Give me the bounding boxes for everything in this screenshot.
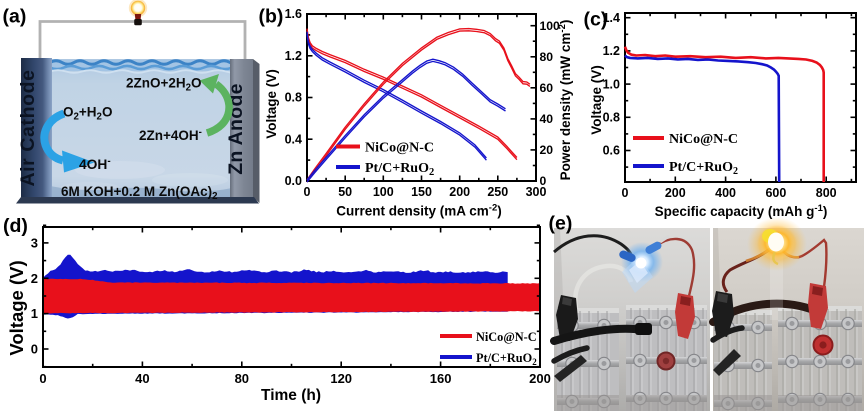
svg-text:O2+H2O: O2+H2O bbox=[63, 105, 112, 123]
svg-text:Pt/C+RuO2: Pt/C+RuO2 bbox=[476, 351, 537, 367]
svg-text:Air Cathode: Air Cathode bbox=[17, 69, 39, 186]
svg-text:2: 2 bbox=[31, 271, 38, 286]
svg-text:NiCo@N-C: NiCo@N-C bbox=[365, 141, 434, 156]
svg-text:1.2: 1.2 bbox=[285, 49, 302, 63]
svg-text:80: 80 bbox=[235, 371, 249, 386]
svg-text:1.0: 1.0 bbox=[603, 77, 620, 91]
svg-text:160: 160 bbox=[430, 371, 452, 386]
svg-text:0.4: 0.4 bbox=[285, 132, 302, 146]
svg-text:2ZnO+2H2O: 2ZnO+2H2O bbox=[126, 76, 202, 94]
svg-text:6M KOH+0.2 M Zn(OAc)2: 6M KOH+0.2 M Zn(OAc)2 bbox=[61, 184, 218, 202]
svg-text:Current density (mA cm-2): Current density (mA cm-2) bbox=[336, 203, 501, 219]
svg-text:200: 200 bbox=[449, 185, 470, 199]
svg-text:50: 50 bbox=[338, 185, 352, 199]
svg-text:0.6: 0.6 bbox=[603, 144, 620, 158]
svg-text:(d): (d) bbox=[3, 215, 28, 237]
svg-text:0: 0 bbox=[31, 342, 38, 357]
svg-text:60: 60 bbox=[540, 81, 554, 95]
svg-text:4OH-: 4OH- bbox=[79, 156, 111, 172]
svg-text:0: 0 bbox=[540, 174, 547, 188]
svg-text:Specific capacity (mAh g-1): Specific capacity (mAh g-1) bbox=[655, 203, 828, 219]
svg-text:600: 600 bbox=[765, 186, 786, 200]
svg-text:250: 250 bbox=[487, 185, 508, 199]
svg-text:300: 300 bbox=[526, 185, 547, 199]
svg-text:40: 40 bbox=[135, 371, 149, 386]
svg-text:1.6: 1.6 bbox=[285, 7, 302, 21]
svg-text:(b): (b) bbox=[259, 6, 284, 28]
svg-text:80: 80 bbox=[540, 50, 554, 64]
svg-text:100: 100 bbox=[540, 19, 561, 33]
svg-text:0: 0 bbox=[622, 186, 629, 200]
svg-text:NiCo@N-C: NiCo@N-C bbox=[669, 132, 738, 147]
svg-text:Power density (mW cm-2): Power density (mW cm-2) bbox=[557, 20, 573, 181]
svg-text:0: 0 bbox=[39, 371, 46, 386]
svg-text:3: 3 bbox=[31, 236, 38, 251]
svg-text:Pt/C+RuO2: Pt/C+RuO2 bbox=[365, 161, 434, 178]
svg-text:(e): (e) bbox=[549, 213, 573, 235]
svg-text:1.2: 1.2 bbox=[603, 44, 620, 58]
svg-text:150: 150 bbox=[411, 185, 432, 199]
svg-text:0: 0 bbox=[304, 185, 311, 199]
svg-text:Voltage (V): Voltage (V) bbox=[6, 260, 27, 355]
svg-text:0.8: 0.8 bbox=[603, 111, 620, 125]
svg-text:400: 400 bbox=[715, 186, 736, 200]
svg-text:40: 40 bbox=[540, 112, 554, 126]
svg-text:200: 200 bbox=[529, 371, 551, 386]
svg-text:(c): (c) bbox=[584, 9, 608, 31]
svg-text:800: 800 bbox=[816, 186, 837, 200]
svg-text:0.8: 0.8 bbox=[285, 91, 302, 105]
svg-text:200: 200 bbox=[665, 186, 686, 200]
svg-text:2Zn+4OH-: 2Zn+4OH- bbox=[139, 127, 202, 143]
svg-text:NiCo@N-C: NiCo@N-C bbox=[476, 330, 537, 344]
svg-text:1.4: 1.4 bbox=[603, 11, 620, 25]
svg-text:1: 1 bbox=[31, 306, 38, 321]
svg-text:Time (h): Time (h) bbox=[261, 387, 321, 404]
svg-text:Voltage (V): Voltage (V) bbox=[589, 65, 604, 135]
svg-text:120: 120 bbox=[330, 371, 352, 386]
svg-text:Voltage (V): Voltage (V) bbox=[264, 69, 279, 139]
svg-text:20: 20 bbox=[540, 143, 554, 157]
svg-text:Pt/C+RuO2: Pt/C+RuO2 bbox=[669, 160, 738, 177]
svg-text:(a): (a) bbox=[3, 6, 27, 28]
svg-text:100: 100 bbox=[373, 185, 394, 199]
svg-text:0.0: 0.0 bbox=[285, 174, 302, 188]
